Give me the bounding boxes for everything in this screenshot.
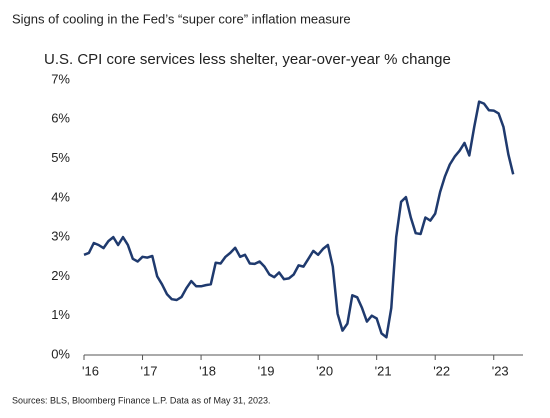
x-tick-label: '17 <box>141 363 158 378</box>
y-tick-label: 3% <box>51 229 70 244</box>
y-tick-label: 7% <box>51 71 70 86</box>
y-tick-label: 1% <box>51 307 70 322</box>
source-note: Sources: BLS, Bloomberg Finance L.P. Dat… <box>12 395 270 405</box>
y-tick-label: 2% <box>51 268 70 283</box>
y-tick-label: 4% <box>51 189 70 204</box>
y-tick-label: 0% <box>51 346 70 361</box>
data-line <box>83 100 515 339</box>
x-tick-label: '21 <box>375 363 392 378</box>
x-tick-label: '20 <box>316 363 333 378</box>
x-tick-label: '22 <box>433 363 450 378</box>
x-tick-label: '19 <box>258 363 275 378</box>
y-tick-label: 5% <box>51 150 70 165</box>
x-tick-label: '18 <box>199 363 216 378</box>
chart-subtitle: U.S. CPI core services less shelter, yea… <box>44 51 451 68</box>
y-tick-label: 6% <box>51 111 70 126</box>
x-tick-label: '23 <box>492 363 509 378</box>
chart-title: Signs of cooling in the Fed’s “super cor… <box>12 11 351 26</box>
x-tick-label: '16 <box>82 363 99 378</box>
